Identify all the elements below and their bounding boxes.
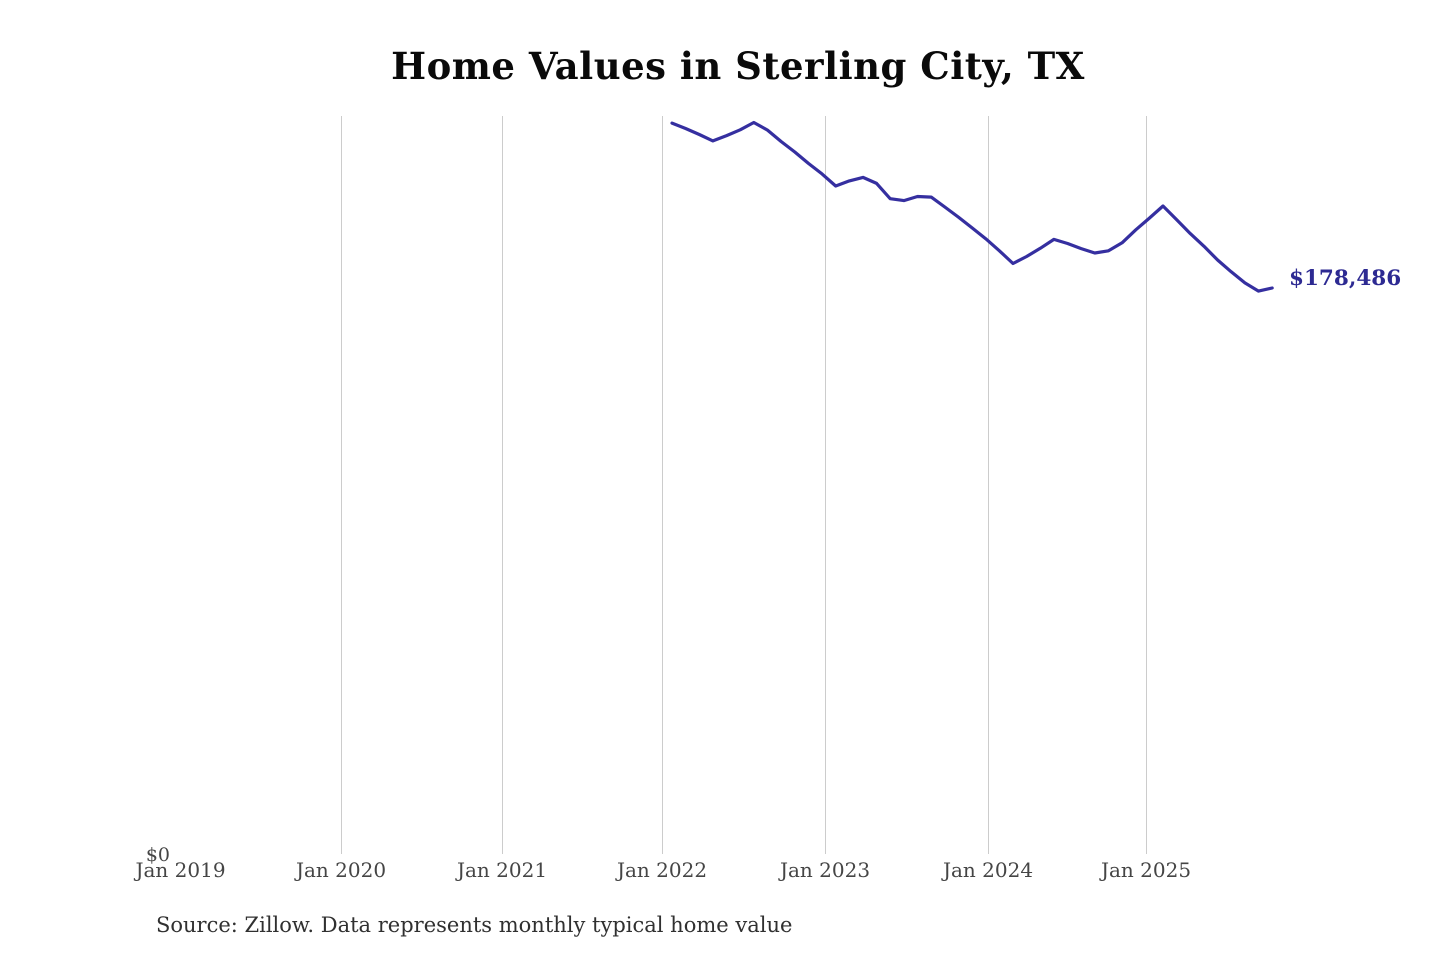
x-axis-label: Jan 2022 [616,858,708,882]
x-axis-label: Jan 2023 [779,858,871,882]
gridline [501,116,503,854]
x-axis-label: Jan 2019 [135,858,226,882]
end-value-label: $178,486 [1289,266,1402,291]
source-note: Source: Zillow. Data represents monthly … [156,913,793,937]
gridline [987,116,989,854]
x-axis-label: Jan 2025 [1100,858,1192,882]
gridline [661,116,663,854]
x-axis-label: Jan 2020 [295,858,387,882]
price-line [670,120,1274,293]
gridline [824,116,826,854]
gridline [340,116,342,854]
gridline [1145,116,1147,854]
x-axis-label: Jan 2021 [456,858,548,882]
y-axis-zero-label: $0 [145,844,170,866]
x-axis-label: Jan 2024 [942,858,1034,882]
chart-title: Home Values in Sterling City, TX [391,44,1085,88]
